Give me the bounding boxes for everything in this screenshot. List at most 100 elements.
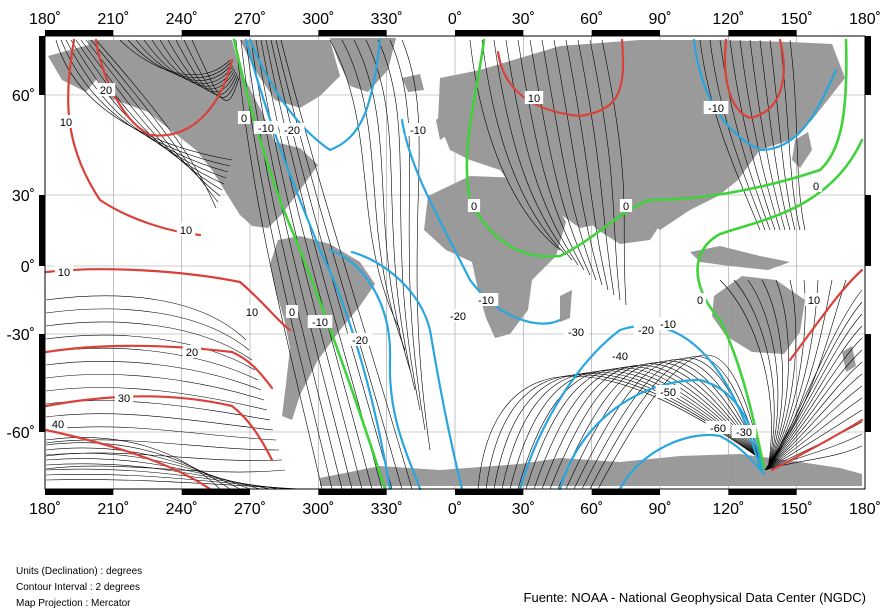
minor-contour — [553, 39, 603, 286]
contour-label: -20 — [450, 311, 466, 323]
minor-contour — [329, 39, 401, 331]
minor-contour — [45, 452, 283, 461]
units-note: Units (Declination) : degrees — [16, 566, 143, 577]
longitude-tick-bottom: 240˚ — [166, 501, 198, 518]
longitude-tick-bottom: 150˚ — [781, 501, 813, 518]
contour-label: 20 — [100, 85, 112, 97]
land-north-america — [88, 40, 318, 228]
contour-label-bg — [176, 223, 196, 236]
minor-contour — [280, 39, 413, 490]
minor-contour — [477, 375, 763, 490]
minor-contour — [260, 39, 373, 490]
frame-segment-bottom — [181, 489, 250, 495]
frame-segment-bottom — [455, 489, 524, 495]
minor-contour — [533, 366, 763, 490]
minor-contour — [565, 39, 609, 291]
contour-label: -20 — [352, 335, 368, 347]
minor-contour — [85, 39, 221, 197]
contour-label-bg — [114, 391, 134, 404]
contour-label-bg — [242, 305, 262, 318]
longitude-tick-bottom: 270˚ — [234, 501, 266, 518]
minor-contour — [45, 442, 231, 490]
minor-contour — [389, 39, 426, 431]
land-antarctica — [320, 454, 862, 486]
minor-contour — [493, 39, 573, 261]
positive-declination-contour — [44, 395, 274, 462]
land-eurasia — [438, 40, 845, 230]
contour-label-bg — [705, 421, 731, 434]
minor-contour — [529, 39, 591, 276]
minor-contour — [577, 39, 615, 296]
longitude-tick-top: 180˚ — [849, 11, 880, 28]
contour-label-bg — [731, 425, 757, 438]
zero-declination-contour — [232, 38, 387, 491]
minor-contour — [275, 39, 403, 490]
frame-segment-left — [39, 195, 45, 266]
minor-contour — [747, 279, 779, 469]
longitude-tick-top: 180˚ — [29, 11, 61, 28]
minor-contour — [45, 308, 250, 351]
land-iceland — [402, 74, 424, 92]
land-arabia-india — [570, 200, 662, 244]
minor-contour — [45, 295, 247, 341]
contour-label-bg — [182, 345, 202, 358]
minor-contour — [255, 39, 363, 490]
minor-contour — [55, 39, 233, 161]
minor-contour — [90, 39, 219, 203]
minor-contour — [365, 39, 416, 391]
contour-label: -10 — [478, 295, 494, 307]
minor-contour — [143, 39, 234, 84]
longitude-tick-bottom: 0˚ — [448, 501, 462, 518]
minor-contour — [789, 39, 806, 231]
longitude-tick-top: 0˚ — [448, 11, 462, 28]
minor-contour — [75, 39, 225, 185]
contour-label: 0 — [471, 201, 477, 213]
longitude-tick-bottom: 300˚ — [302, 501, 334, 518]
positive-declination-contour — [788, 268, 864, 362]
contour-label-bg — [253, 121, 279, 134]
longitude-tick-bottom: 210˚ — [97, 501, 129, 518]
minor-contour — [45, 479, 301, 490]
contour-label: -30 — [568, 327, 584, 339]
contour-label-bg — [405, 123, 431, 136]
minor-contour — [45, 473, 291, 490]
zero-declination-contour — [465, 38, 848, 258]
latitude-tick: -30˚ — [7, 327, 35, 344]
positive-declination-contour — [770, 418, 864, 472]
contour-label: 40 — [52, 419, 64, 431]
minor-contour — [589, 356, 763, 490]
negative-declination-contour — [328, 248, 422, 491]
minor-contour — [517, 39, 585, 271]
minor-contour — [191, 39, 240, 101]
frame-segment-right — [865, 36, 871, 95]
contour-label: 30 — [118, 393, 130, 405]
contour-label-bg — [524, 91, 544, 104]
negative-declination-contour — [618, 433, 766, 491]
contour-label-bg — [307, 315, 333, 328]
positive-declination-contour — [723, 38, 785, 120]
minor-contour — [250, 39, 353, 490]
zero-declination-contour — [696, 138, 864, 470]
axis-tick-labels: 180˚180˚210˚210˚240˚240˚270˚270˚300˚300˚… — [7, 11, 880, 518]
minor-contour — [45, 439, 280, 451]
contour-label: 0 — [813, 181, 819, 193]
longitude-tick-top: 300˚ — [302, 11, 334, 28]
minor-contour — [401, 39, 431, 451]
minor-contour — [761, 279, 783, 469]
longitude-tick-bottom: 60˚ — [580, 501, 603, 518]
minor-contour — [45, 374, 265, 401]
contour-label-bg — [633, 323, 659, 336]
contour-label: -50 — [660, 387, 676, 399]
contour-label-bg — [804, 293, 824, 306]
longitude-tick-top: 90˚ — [648, 11, 671, 28]
minor-contour — [95, 39, 217, 209]
longitude-tick-top: 120˚ — [712, 11, 744, 28]
frame-segment-top — [181, 30, 250, 36]
latitude-tick: 30˚ — [12, 188, 35, 205]
longitude-tick-top: 210˚ — [97, 11, 129, 28]
minor-contour — [573, 359, 763, 490]
projection-note: Map Projection : Mercator — [16, 598, 131, 609]
minor-contour — [733, 279, 775, 469]
frame-segment-bottom — [728, 489, 797, 495]
